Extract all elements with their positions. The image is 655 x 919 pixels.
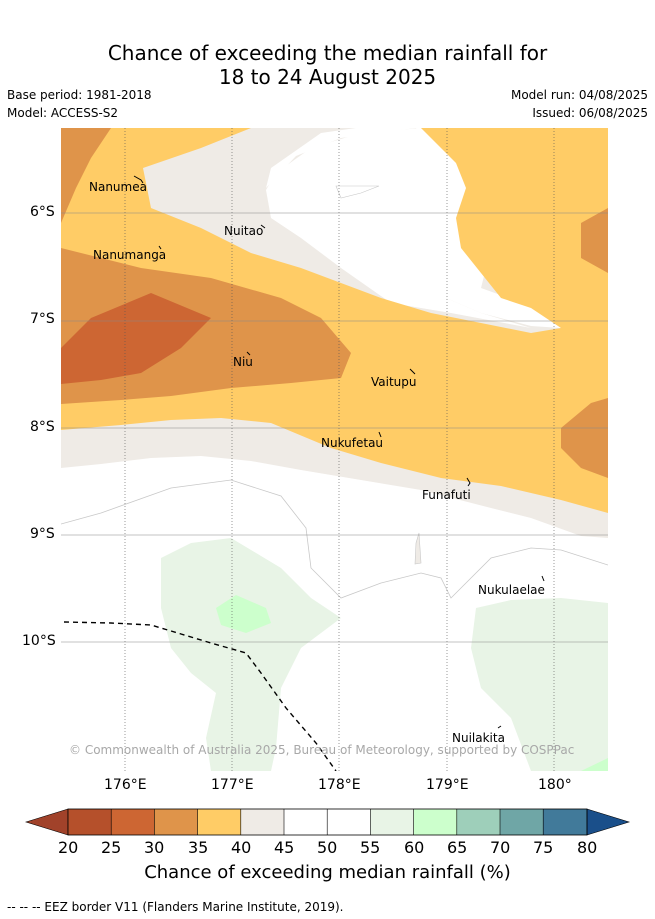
lon-label-179e: 179°E bbox=[426, 777, 469, 793]
island-mark-nuilakita bbox=[497, 725, 502, 729]
island-markers bbox=[133, 175, 545, 729]
island-mark-nukufetau bbox=[378, 431, 382, 438]
colorbar-tick-45: 45 bbox=[274, 838, 295, 857]
colorbar-tick-65: 65 bbox=[447, 838, 468, 857]
colorbar-55-60 bbox=[370, 809, 414, 835]
rainfall-map: Nanumea Nuitao Nanumanga Niu Vaitupu Nuk… bbox=[61, 128, 608, 771]
contour-small-patch bbox=[335, 185, 380, 199]
place-nuitao: Nuitao bbox=[224, 224, 264, 238]
colorbar-40-45 bbox=[240, 809, 284, 835]
colorbar-under bbox=[24, 808, 69, 836]
zone-30-35-top-left bbox=[61, 128, 111, 223]
island-mark-nuitao bbox=[260, 224, 266, 229]
colorbar-30-35 bbox=[154, 809, 198, 835]
lat-label-8s: 8°S bbox=[30, 419, 55, 435]
place-nuilakita: Nuilakita bbox=[452, 731, 505, 745]
colorbar-tick-80: 80 bbox=[577, 838, 598, 857]
lat-gridlines bbox=[61, 212, 608, 643]
zone-25-30 bbox=[61, 293, 211, 384]
zone-60-65-corner bbox=[581, 758, 608, 771]
place-nukufetau: Nukufetau bbox=[321, 436, 384, 450]
colorbar-tick-30: 30 bbox=[144, 838, 165, 857]
lon-label-177e: 177°E bbox=[211, 777, 254, 793]
colorbar bbox=[24, 808, 631, 836]
lat-label-9s: 9°S bbox=[30, 526, 55, 542]
colorbar-frame bbox=[67, 808, 588, 836]
eez-legend-footer: -- -- -- EEZ border V11 (Flanders Marine… bbox=[7, 900, 344, 914]
island-mark-funafuti bbox=[466, 477, 471, 487]
zone-30-35-right-top bbox=[581, 208, 608, 273]
model-name: Model: ACCESS-S2 bbox=[7, 106, 119, 120]
place-funafuti: Funafuti bbox=[422, 488, 471, 502]
colorbar-tick-35: 35 bbox=[188, 838, 209, 857]
zone-45-55-top bbox=[266, 128, 531, 328]
colorbar-tick-25: 25 bbox=[101, 838, 122, 857]
lat-label-6s: 6°S bbox=[30, 204, 55, 220]
island-mark-nanumea bbox=[133, 175, 144, 184]
place-niu: Niu bbox=[233, 355, 253, 369]
issued-date: Issued: 06/08/2025 bbox=[532, 106, 648, 120]
place-nanumea: Nanumea bbox=[89, 180, 147, 194]
lon-label-180: 180° bbox=[538, 777, 572, 793]
colorbar-45-50 bbox=[284, 809, 328, 835]
island-mark-niu bbox=[246, 351, 251, 356]
place-vaitupu: Vaitupu bbox=[371, 375, 417, 389]
base-period: Base period: 1981-2018 bbox=[7, 88, 152, 102]
lat-label-10s: 10°S bbox=[22, 633, 56, 649]
island-mark-vaitupu bbox=[409, 368, 416, 375]
map-title-line1: Chance of exceeding the median rainfall … bbox=[107, 41, 548, 65]
lon-label-178e: 178°E bbox=[318, 777, 361, 793]
island-mark-nanumanga bbox=[158, 245, 162, 250]
zone-60-65 bbox=[216, 595, 271, 633]
contour-45-55 bbox=[61, 479, 608, 599]
colorbar-20-25 bbox=[68, 809, 112, 835]
colorbar-tick-50: 50 bbox=[317, 838, 338, 857]
zone-55-60-west bbox=[161, 538, 341, 771]
colorbar-title: Chance of exceeding median rainfall (%) bbox=[144, 862, 511, 883]
model-run: Model run: 04/08/2025 bbox=[510, 88, 648, 102]
colorbar-70-75 bbox=[500, 809, 544, 835]
colorbar-tick-75: 75 bbox=[533, 838, 554, 857]
gridlines bbox=[124, 128, 555, 771]
colorbar-tick-20: 20 bbox=[58, 838, 79, 857]
contour-small-island bbox=[414, 532, 422, 565]
colorbar-50-55 bbox=[327, 809, 371, 835]
rainfall-map-svg bbox=[61, 128, 608, 771]
eez-border bbox=[63, 621, 337, 771]
colorbar-tick-70: 70 bbox=[490, 838, 511, 857]
map-title-line2: 18 to 24 August 2025 bbox=[218, 65, 437, 89]
island-mark-nukulaelae bbox=[541, 575, 545, 582]
colorbar-over bbox=[586, 808, 631, 836]
colorbar-tick-40: 40 bbox=[231, 838, 252, 857]
place-nukulaelae: Nukulaelae bbox=[478, 583, 545, 597]
copyright-text: © Commonwealth of Australia 2025, Bureau… bbox=[69, 743, 575, 757]
place-nanumanga: Nanumanga bbox=[93, 248, 167, 262]
colorbar-65-70 bbox=[456, 809, 500, 835]
colorbar-25-30 bbox=[111, 809, 155, 835]
zone-30-35-right-mid bbox=[561, 398, 608, 478]
colorbar-75-80 bbox=[543, 809, 587, 835]
colorbar-60-65 bbox=[413, 809, 457, 835]
zone-55-60-east bbox=[471, 598, 608, 771]
lat-label-7s: 7°S bbox=[30, 311, 55, 327]
lon-label-176e: 176°E bbox=[104, 777, 147, 793]
colorbar-tick-60: 60 bbox=[404, 838, 425, 857]
zone-35-40 bbox=[61, 128, 608, 513]
colorbar-tick-55: 55 bbox=[360, 838, 381, 857]
colorbar-dividers bbox=[110, 809, 544, 835]
colorbar-35-40 bbox=[197, 809, 241, 835]
